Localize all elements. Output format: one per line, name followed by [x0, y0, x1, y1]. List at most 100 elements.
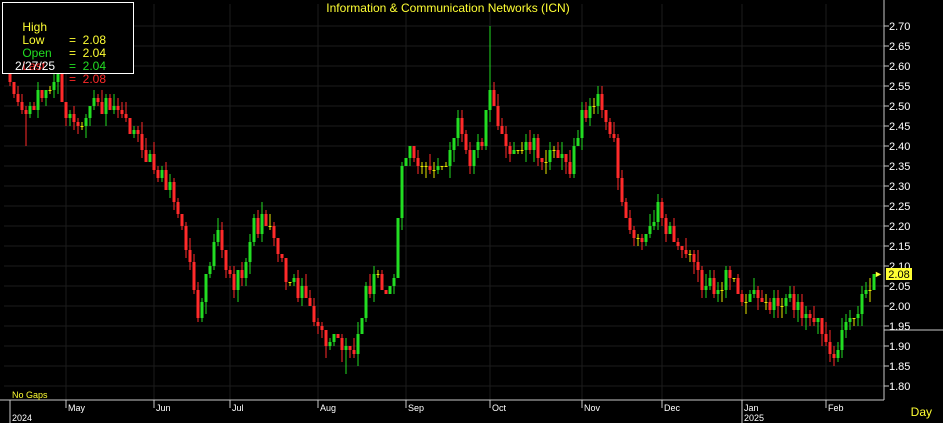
- ohlc-bar: [288, 282, 292, 286]
- bar-body: [704, 286, 708, 290]
- bar-body: [316, 322, 320, 326]
- ohlc-bar: [340, 334, 344, 362]
- ohlc-bar: [132, 126, 136, 138]
- bar-body: [396, 218, 400, 278]
- bar-body: [864, 290, 868, 294]
- ohlc-bar: [756, 286, 760, 310]
- ohlc-bar: [604, 110, 608, 130]
- ohlc-bar: [100, 90, 104, 114]
- bar-body: [636, 238, 640, 239]
- ohlc-bar: [336, 334, 340, 338]
- ohlc-bar: [580, 102, 584, 150]
- ohlc-bar: [812, 306, 816, 326]
- bar-body: [836, 350, 840, 358]
- ohlc-bar: [820, 318, 824, 346]
- bar-body: [80, 126, 84, 127]
- ohlc-bar: [236, 270, 240, 302]
- ohlc-bar: [644, 234, 648, 246]
- bar-body: [808, 314, 812, 318]
- bar-body: [240, 270, 244, 278]
- ohlc-bar: [788, 286, 792, 302]
- ohlc-bar: [36, 82, 40, 118]
- bar-body: [76, 122, 80, 126]
- bar-body: [328, 342, 332, 346]
- bar-body: [464, 134, 468, 150]
- info-low-label: Low: [22, 33, 45, 47]
- ohlc-bar: [632, 226, 636, 246]
- bar-body: [412, 146, 416, 158]
- bar-body: [408, 146, 412, 158]
- ohlc-bar: [480, 138, 484, 150]
- period-label[interactable]: Day: [911, 405, 932, 419]
- bar-body: [556, 150, 560, 158]
- bar-body: [448, 150, 452, 166]
- bar-body: [352, 350, 356, 354]
- bar-body: [680, 246, 684, 250]
- ohlc-bar: [164, 162, 168, 190]
- ohlc-bar: [396, 218, 400, 278]
- ohlc-bar: [612, 122, 616, 142]
- ohlc-bar: [588, 98, 592, 126]
- ohlc-bar: [156, 166, 160, 182]
- ohlc-bar: [160, 166, 164, 182]
- bar-body: [592, 106, 596, 107]
- bar-body: [832, 354, 836, 358]
- ohlc-bar: [124, 102, 128, 122]
- y-tick-label: 2.35: [889, 161, 910, 173]
- bar-body: [228, 270, 232, 274]
- ohlc-bar: [372, 266, 376, 302]
- ohlc-bar: [780, 298, 784, 318]
- ohlc-bar: [680, 246, 684, 258]
- y-axis: 1.801.851.901.952.002.052.102.152.202.25…: [884, 21, 910, 393]
- y-tick-label: 2.05: [889, 281, 910, 293]
- bar-body: [300, 286, 304, 298]
- bar-body: [52, 82, 56, 90]
- info-high-label: High: [22, 20, 48, 34]
- bar-body: [652, 222, 656, 226]
- y-tick-label: 1.90: [889, 341, 910, 353]
- x-axis: May Jun Jul Aug Sep Oct Nov Dec Jan Feb 2024 2025: [9, 400, 844, 423]
- ohlc-bar: [864, 282, 868, 298]
- bar-body: [456, 118, 460, 138]
- bar-body: [564, 154, 568, 162]
- ohlc-bar: [296, 270, 300, 302]
- ohlc-bar: [128, 118, 132, 134]
- bar-body: [664, 218, 668, 234]
- bar-body: [860, 294, 864, 314]
- bar-body: [608, 122, 612, 134]
- bar-body: [452, 138, 456, 150]
- bar-body: [108, 98, 112, 110]
- ohlc-bar: [152, 142, 156, 174]
- bar-body: [696, 262, 700, 270]
- ohlc-bar: [712, 270, 716, 298]
- bar-body: [736, 278, 740, 294]
- bar-body: [544, 162, 548, 163]
- bar-body: [220, 230, 224, 250]
- bar-body: [428, 166, 432, 170]
- bar-body: [136, 130, 140, 134]
- bar-body: [540, 158, 544, 162]
- bar-body: [284, 258, 288, 282]
- ohlc-bar: [796, 294, 800, 322]
- ohlc-bar: [736, 274, 740, 294]
- bar-body: [700, 270, 704, 290]
- ohlc-bar: [740, 290, 744, 306]
- ohlc-bar: [640, 234, 644, 250]
- ohlc-bar: [616, 134, 620, 190]
- bar-body: [824, 334, 828, 342]
- bar-body: [500, 126, 504, 134]
- bar-body: [668, 226, 672, 234]
- ohlc-bars: [8, 26, 876, 374]
- chart-title: Information & Communication Networks (IC…: [326, 1, 569, 15]
- bar-body: [120, 110, 124, 114]
- bar-body: [612, 134, 616, 138]
- bar-body: [188, 250, 192, 262]
- bar-body: [600, 94, 604, 110]
- y-tick-label: 2.50: [889, 101, 910, 113]
- ohlc-bar: [800, 294, 804, 326]
- bar-body: [628, 218, 632, 230]
- bar-body: [100, 102, 104, 114]
- ohlc-bar: [320, 322, 324, 338]
- bar-body: [712, 278, 716, 294]
- ohlc-bar: [432, 162, 436, 178]
